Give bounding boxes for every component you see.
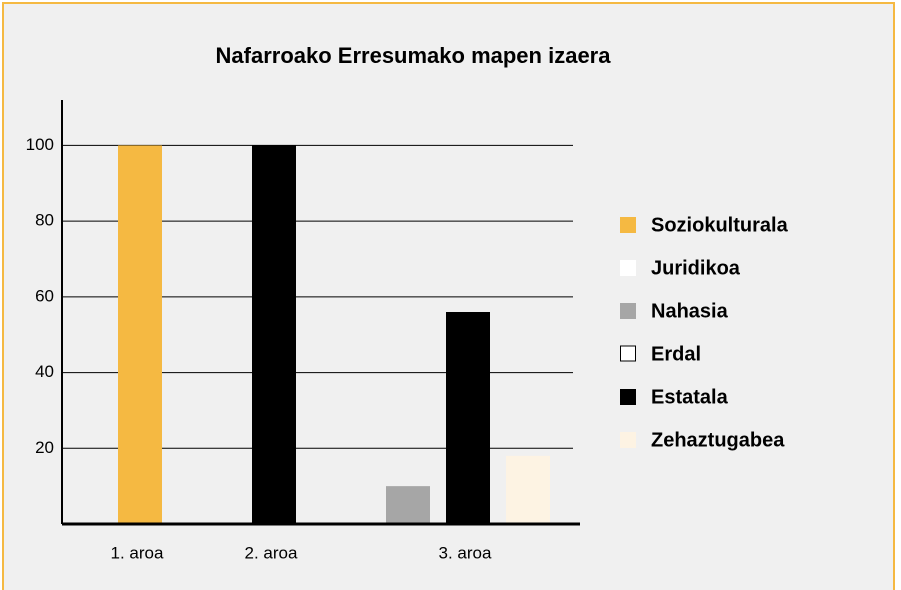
bar bbox=[506, 455, 550, 524]
y-tick-label: 40 bbox=[35, 362, 54, 381]
y-tick-label: 60 bbox=[35, 286, 54, 305]
legend-swatch bbox=[620, 217, 636, 233]
legend-label: Juridikoa bbox=[651, 257, 741, 279]
bar bbox=[118, 145, 162, 524]
y-tick-label: 80 bbox=[35, 211, 54, 230]
bar bbox=[252, 145, 296, 524]
legend-swatch bbox=[620, 303, 636, 319]
y-tick-label: 20 bbox=[35, 438, 54, 457]
y-tick-label: 100 bbox=[26, 135, 54, 154]
legend-label: Soziokulturala bbox=[651, 214, 789, 236]
legend-label: Zehaztugabea bbox=[651, 429, 785, 451]
legend-label: Estatala bbox=[651, 386, 729, 408]
x-tick-label: 1. aroa bbox=[111, 543, 164, 562]
bar bbox=[446, 312, 490, 524]
x-tick-label: 2. aroa bbox=[245, 543, 298, 562]
bar bbox=[386, 486, 430, 524]
legend-label: Erdal bbox=[651, 343, 701, 365]
legend-swatch bbox=[620, 389, 636, 405]
legend-swatch bbox=[620, 345, 636, 362]
x-tick-label: 3. aroa bbox=[439, 543, 492, 562]
chart-title: Nafarroako Erresumako mapen izaera bbox=[216, 43, 612, 68]
legend-swatch bbox=[620, 432, 636, 448]
legend-label: Nahasia bbox=[651, 300, 729, 322]
legend-swatch bbox=[620, 260, 636, 276]
